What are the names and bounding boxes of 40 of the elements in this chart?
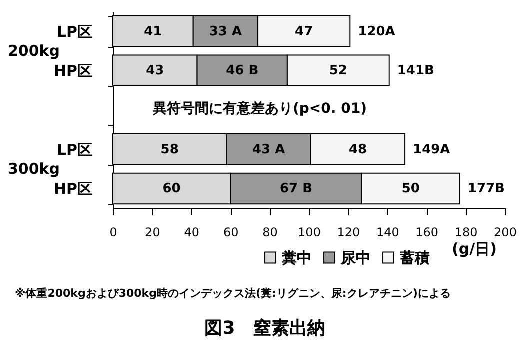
x-tick-label: 200 (494, 226, 517, 240)
total-label: 177B (468, 182, 505, 197)
x-tick-label: 40 (184, 226, 200, 240)
data-label: 33 A (209, 24, 242, 40)
total-label: 149A (413, 142, 450, 158)
x-tick-label: 100 (298, 226, 321, 240)
x-axis-title: (g/日) (452, 240, 497, 259)
x-tick-label: 20 (145, 226, 160, 240)
data-label: 67 B (280, 182, 313, 197)
data-label: 43 A (252, 142, 286, 158)
data-label: 60 (162, 182, 181, 197)
data-label: 58 (160, 142, 179, 158)
data-label: 41 (144, 24, 162, 40)
total-label: 141B (397, 64, 434, 79)
text: ※体重200kgおよび300kg時のインデックス法(糞:リグニン、尿:クレアチニン)による (15, 286, 451, 301)
x-tick-label: 160 (416, 226, 439, 240)
y-tick-label: LP区 (56, 140, 92, 159)
total-label: 120A (358, 24, 396, 40)
legend-label: 蓄積 (399, 248, 430, 267)
data-label: 50 (402, 182, 420, 197)
data-label: 46 B (226, 64, 259, 79)
text: 200kg (8, 42, 60, 60)
x-tick-label: 180 (454, 226, 478, 240)
data-label: 48 (348, 142, 368, 158)
legend-label: 尿中 (340, 248, 371, 267)
text: 図3 窒素出納 (204, 317, 326, 340)
x-tick-label: 80 (262, 226, 278, 240)
data-label: 52 (329, 64, 348, 79)
y-tick-label: LP区 (56, 22, 92, 41)
x-tick-label: 0 (110, 226, 118, 240)
x-tick-label: 60 (223, 226, 239, 240)
legend-label: 糞中 (281, 248, 312, 267)
x-tick-label: 120 (337, 226, 360, 240)
annotation: 異符号間に有意差あり(p<0. 01) (153, 100, 367, 118)
x-tick-label: 140 (376, 226, 400, 240)
text: 300kg (8, 160, 60, 178)
y-tick-label: HP区 (54, 62, 92, 80)
data-label: 43 (146, 64, 164, 79)
y-tick-label: HP区 (54, 180, 92, 198)
data-label: 47 (295, 24, 314, 40)
